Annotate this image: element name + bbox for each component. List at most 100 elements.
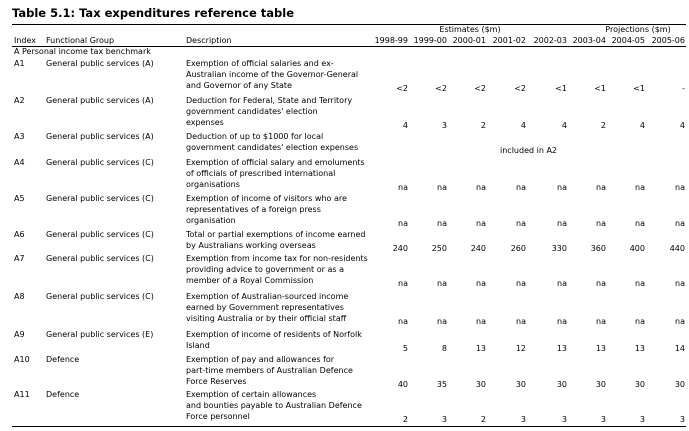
row-description: Exemption of pay and allowances for <box>186 355 335 364</box>
row-index: A10 <box>14 355 30 364</box>
row-description: Force personnel <box>186 412 250 421</box>
row-value: na <box>635 219 645 228</box>
row-group: General public services (C) <box>46 194 154 203</box>
row-group: General public services (A) <box>46 96 154 105</box>
row-value: na <box>516 183 526 192</box>
row-value: 30 <box>475 380 486 389</box>
rule <box>12 426 686 427</box>
row-value: 3 <box>441 121 447 130</box>
row-value: 2 <box>402 415 408 424</box>
column-header: Index <box>14 36 37 45</box>
row-value: na <box>437 317 447 326</box>
row-description: of officials of prescribed international <box>186 169 336 178</box>
row-description: Island <box>186 341 210 350</box>
row-value: na <box>675 183 685 192</box>
row-value: <2 <box>396 84 408 93</box>
row-description: Deduction for Federal, State and Territo… <box>186 96 353 105</box>
row-value: na <box>437 279 447 288</box>
row-value: na <box>675 219 685 228</box>
row-value: 8 <box>441 344 447 353</box>
row-value: 35 <box>436 380 447 389</box>
row-index: A9 <box>14 330 25 339</box>
row-description: government candidates' election expenses <box>186 143 359 152</box>
row-value: <2 <box>435 84 447 93</box>
row-value: na <box>516 317 526 326</box>
row-value: 14 <box>674 344 685 353</box>
row-group: General public services (A) <box>46 59 154 68</box>
column-header: 2001-02 <box>492 36 526 45</box>
column-header: Functional Group <box>46 36 115 45</box>
column-header: 2003-04 <box>572 36 606 45</box>
row-value: na <box>476 317 486 326</box>
row-description: expenses <box>186 118 224 127</box>
row-index: A1 <box>14 59 25 68</box>
row-description: earned by Government representatives <box>186 303 344 312</box>
row-value: na <box>596 183 606 192</box>
row-value: 3 <box>520 415 526 424</box>
row-index: A8 <box>14 292 25 301</box>
column-header: 1999-00 <box>413 36 447 45</box>
row-value: na <box>557 183 567 192</box>
row-value: 3 <box>561 415 567 424</box>
row-description: providing advice to government or as a <box>186 265 344 274</box>
row-value: 4 <box>402 121 408 130</box>
row-value: 3 <box>679 415 685 424</box>
row-group: Defence <box>46 355 80 364</box>
row-value: 240 <box>470 244 486 253</box>
row-value: na <box>516 219 526 228</box>
row-value: 30 <box>595 380 606 389</box>
row-value: na <box>516 279 526 288</box>
row-group: Defence <box>46 390 80 399</box>
section-label: A Personal income tax benchmark <box>14 47 151 56</box>
column-header: 2000-01 <box>452 36 486 45</box>
row-value: 400 <box>629 244 645 253</box>
row-value: na <box>437 219 447 228</box>
row-index: A2 <box>14 96 25 105</box>
row-description: and Governor of any State <box>186 81 292 90</box>
row-index: A7 <box>14 254 25 263</box>
row-value: 30 <box>556 380 567 389</box>
row-value: <1 <box>555 84 567 93</box>
row-group: General public services (C) <box>46 292 154 301</box>
row-description: Exemption from income tax for non-reside… <box>186 254 368 263</box>
row-description: Deduction of up to $1000 for local <box>186 132 324 141</box>
table-title: Table 5.1: Tax expenditures reference ta… <box>12 6 295 20</box>
column-header: 2005-06 <box>651 36 685 45</box>
row-value: na <box>398 279 408 288</box>
row-description: government candidates' election <box>186 107 318 116</box>
row-value: 5 <box>402 344 408 353</box>
row-description: Australian income of the Governor-Genera… <box>186 70 359 79</box>
row-value: 4 <box>679 121 685 130</box>
row-description: representatives of a foreign press <box>186 205 321 214</box>
row-value: 40 <box>397 380 408 389</box>
row-description: organisation <box>186 216 236 225</box>
row-index: A6 <box>14 230 25 239</box>
row-value: 13 <box>634 344 645 353</box>
row-value: na <box>635 317 645 326</box>
row-description: by Australians working overseas <box>186 241 316 250</box>
row-value: na <box>557 219 567 228</box>
row-description: Exemption of official salaries and ex- <box>186 59 334 68</box>
row-value: 240 <box>392 244 408 253</box>
row-description: Total or partial exemptions of income ea… <box>186 230 366 239</box>
row-value: 4 <box>520 121 526 130</box>
row-value: na <box>635 279 645 288</box>
row-value: 4 <box>561 121 567 130</box>
row-value: 30 <box>634 380 645 389</box>
row-group: General public services (E) <box>46 330 154 339</box>
row-value: na <box>635 183 645 192</box>
row-value: na <box>675 279 685 288</box>
row-value: na <box>596 279 606 288</box>
row-value: na <box>398 219 408 228</box>
row-description: Exemption of income of visitors who are <box>186 194 347 203</box>
row-value: 250 <box>431 244 447 253</box>
row-value: 3 <box>639 415 645 424</box>
row-value: 30 <box>674 380 685 389</box>
row-value: <2 <box>474 84 486 93</box>
row-description: organisations <box>186 180 240 189</box>
row-description: Exemption of income of residents of Norf… <box>186 330 362 339</box>
column-header: 2004-05 <box>611 36 645 45</box>
row-description: Exemption of certain allowances <box>186 390 317 399</box>
row-value: na <box>398 317 408 326</box>
row-value: 2 <box>600 121 606 130</box>
